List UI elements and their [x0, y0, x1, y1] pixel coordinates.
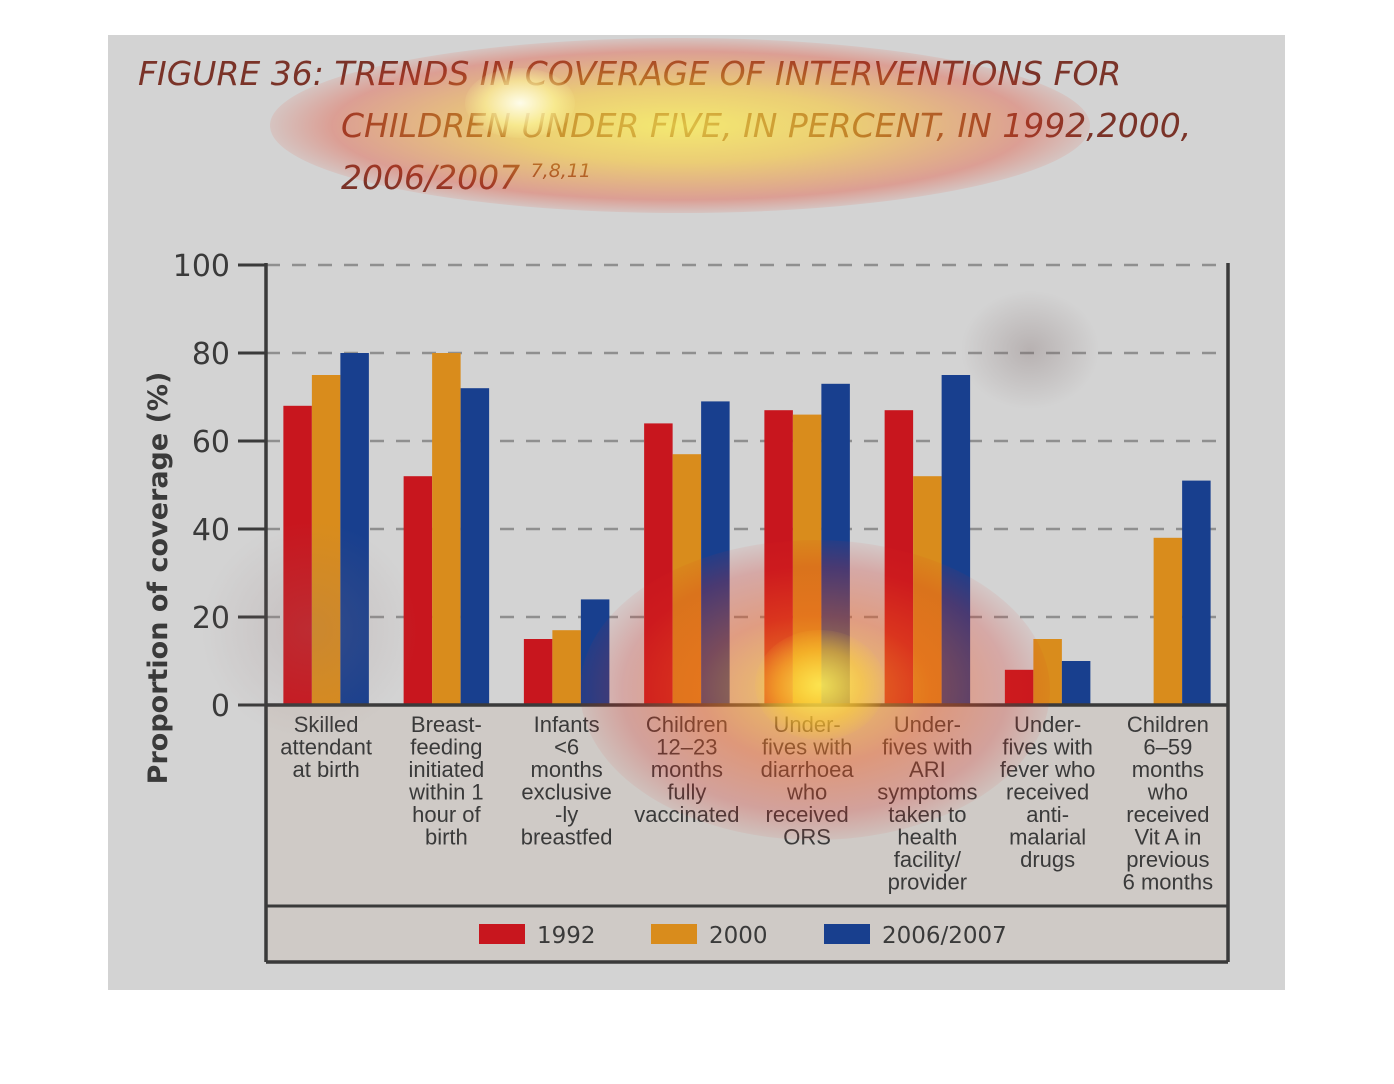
- bar-1992-cat-5: [764, 410, 793, 705]
- bar-1992-cat-3: [523, 639, 553, 705]
- category-label-7: Under-fives with fever who received anti-ma…: [1000, 712, 1095, 872]
- bar-2006-2007-cat-3: [580, 599, 610, 705]
- legend-swatch-2006-2007: [824, 924, 870, 944]
- bar-2006-2007-cat-4: [701, 401, 730, 705]
- legend-swatch-1992: [479, 924, 525, 944]
- bar-1992-cat-2: [403, 476, 433, 705]
- bar-1992-cat-7: [1004, 669, 1034, 705]
- bar-2000-cat-4: [672, 454, 702, 705]
- bar-1992-cat-1: [283, 405, 312, 705]
- y-tick-label-60: 60: [192, 425, 230, 460]
- bar-2000-cat-1: [311, 375, 341, 705]
- legend-item-2000: 2000: [651, 923, 768, 949]
- bar-1992-cat-4: [644, 423, 673, 705]
- bar-2006-2007-cat-8: [1182, 480, 1211, 705]
- bar-2006-2007-cat-5: [821, 383, 850, 705]
- bar-2000-cat-2: [432, 353, 461, 705]
- y-ticks: 0 20 40 60 80 100: [173, 249, 266, 724]
- bar-2000-cat-6: [913, 476, 942, 705]
- category-label-2: Breast-feeding initiated within 1 hour of bi…: [408, 712, 484, 850]
- y-tick-label-80: 80: [192, 337, 230, 372]
- legend-label-2000: 2000: [709, 923, 768, 949]
- bar-1992-cat-6: [884, 410, 914, 705]
- category-label-8: Children 6–59 months who received Vit A in pre…: [1123, 712, 1214, 895]
- y-tick-label-100: 100: [173, 249, 230, 284]
- legend-label-1992: 1992: [537, 923, 596, 949]
- y-axis-label: Proportion of coverage (%): [143, 372, 174, 785]
- bar-2000-cat-5: [792, 414, 822, 705]
- bar-2000-cat-7: [1033, 639, 1062, 705]
- legend: 1992 2000 2006/2007: [479, 923, 1007, 949]
- bar-2006-2007-cat-2: [460, 388, 490, 705]
- y-tick-label-40: 40: [192, 513, 230, 548]
- y-tick-label-0: 0: [211, 689, 230, 724]
- y-tick-label-20: 20: [192, 601, 230, 636]
- legend-swatch-2000: [651, 924, 697, 944]
- bar-2006-2007-cat-1: [340, 353, 369, 705]
- legend-label-2006-2007: 2006/2007: [882, 923, 1007, 949]
- bar-2006-2007-cat-6: [941, 375, 971, 705]
- legend-item-2006-2007: 2006/2007: [824, 923, 1007, 949]
- category-label-1: Skilled attendant at birth: [280, 712, 372, 782]
- bar-2000-cat-8: [1153, 537, 1183, 705]
- legend-item-1992: 1992: [479, 923, 596, 949]
- category-label-3: Infants <6 months exclusive -ly breastfed: [521, 712, 613, 850]
- bar-2006-2007-cat-7: [1061, 661, 1091, 705]
- bar-2000-cat-3: [552, 630, 581, 705]
